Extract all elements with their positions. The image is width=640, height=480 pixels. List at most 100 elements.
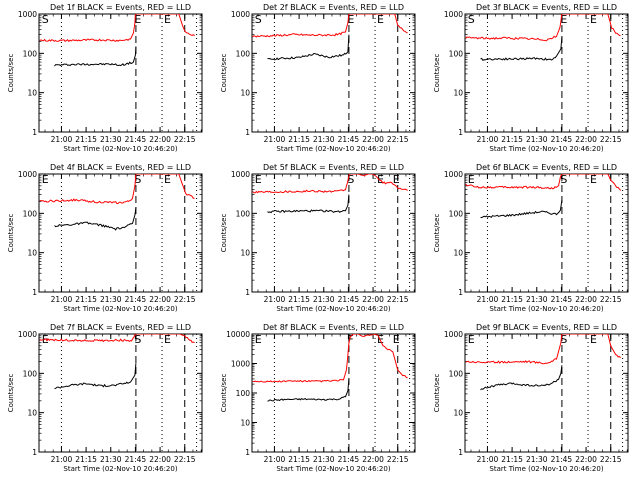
y-axis-label: Counts/sec <box>220 374 228 413</box>
events-series-line <box>267 194 350 214</box>
time-marker-label: E <box>590 173 597 186</box>
x-tick-label: 21:45 <box>551 295 573 304</box>
detector-panel: Det 3f BLACK = Events, RED = LLD 1 10 100 10… <box>433 3 629 153</box>
y-axis-label: Counts/sec <box>433 374 441 413</box>
y-tick-label: 1 <box>245 448 250 457</box>
x-tick-label: 21:45 <box>338 455 360 464</box>
lld-series-line <box>39 174 195 205</box>
y-tick-label: 1000 <box>231 360 250 369</box>
y-tick-label: 10 <box>453 409 463 418</box>
plot-frame <box>251 333 416 453</box>
x-tick-label: 22:15 <box>387 135 409 144</box>
x-tick-label: 21:00 <box>264 455 286 464</box>
x-tick-label: 22:15 <box>387 455 409 464</box>
x-tick-label: 22:00 <box>362 455 384 464</box>
time-marker-label: E <box>255 333 262 346</box>
x-tick-label: 22:15 <box>174 455 196 464</box>
x-tick-label: 22:00 <box>575 455 597 464</box>
x-tick-label: 21:30 <box>100 135 122 144</box>
y-tick-label: 1 <box>32 288 37 297</box>
lld-series-line <box>465 174 621 191</box>
y-tick-label: 10 <box>453 249 463 258</box>
y-tick-label: 1000 <box>444 10 463 19</box>
time-marker-label: E <box>164 333 171 346</box>
x-tick-label: 21:00 <box>477 455 499 464</box>
x-tick-label: 21:00 <box>477 135 499 144</box>
y-tick-label: 1 <box>32 448 37 457</box>
detector-panel: Det 2f BLACK = Events, RED = LLD 1 10 100 10… <box>220 3 416 153</box>
time-marker-label: E <box>377 13 384 26</box>
y-tick-label: 10 <box>453 89 463 98</box>
panel-title: Det 5f BLACK = Events, RED = LLD <box>263 163 404 172</box>
y-tick-label: 1000 <box>18 170 37 179</box>
lld-series-line <box>465 334 621 365</box>
y-tick-label: 1000 <box>18 330 37 339</box>
y-tick-label: 1000 <box>231 170 250 179</box>
x-tick-label: 21:00 <box>51 295 73 304</box>
x-tick-label: 21:00 <box>264 135 286 144</box>
time-marker-label: F <box>347 333 353 346</box>
y-tick-label: 1 <box>458 128 463 137</box>
x-tick-label: 21:45 <box>125 135 147 144</box>
events-series-line <box>54 46 137 67</box>
y-tick-label: 10 <box>240 89 250 98</box>
time-marker-label: E <box>347 13 354 26</box>
x-tick-label: 22:00 <box>149 455 171 464</box>
x-tick-label: 22:15 <box>387 295 409 304</box>
panel-title: Det 7f BLACK = Events, RED = LLD <box>50 323 191 332</box>
x-tick-label: 21:30 <box>100 295 122 304</box>
x-tick-label: 21:15 <box>75 135 97 144</box>
time-marker-label: E <box>255 173 262 186</box>
x-tick-label: 22:00 <box>575 295 597 304</box>
x-tick-label: 21:45 <box>125 455 147 464</box>
events-series-line <box>480 36 563 61</box>
y-tick-label: 1000 <box>444 330 463 339</box>
y-tick-label: 1000 <box>444 170 463 179</box>
y-axis-label: Counts/sec <box>433 54 441 93</box>
x-tick-label: 22:15 <box>174 295 196 304</box>
x-tick-label: 21:00 <box>51 455 73 464</box>
time-marker-label: S <box>255 13 262 26</box>
x-tick-label: 21:15 <box>288 295 310 304</box>
panel-title: Det 8f BLACK = Events, RED = LLD <box>263 323 404 332</box>
y-tick-label: 1 <box>245 128 250 137</box>
lld-series-line <box>465 14 621 42</box>
lld-series-line <box>39 14 195 43</box>
lld-series-line <box>252 14 408 38</box>
x-tick-label: 21:30 <box>313 295 335 304</box>
x-tick-label: 21:45 <box>551 135 573 144</box>
x-tick-label: 21:00 <box>477 295 499 304</box>
y-axis-label: Counts/sec <box>7 374 15 413</box>
x-tick-label: 22:00 <box>149 135 171 144</box>
x-tick-label: 21:15 <box>501 295 523 304</box>
x-axis-label: Start Time (02-Nov-10 20:46:20) <box>63 145 177 153</box>
y-tick-label: 1000 <box>18 10 37 19</box>
y-tick-label: 100 <box>236 209 251 218</box>
time-marker-label: E <box>393 333 400 346</box>
detector-panel: Det 5f BLACK = Events, RED = LLD 1 10 100 10… <box>220 163 416 313</box>
x-axis-label: Start Time (02-Nov-10 20:46:20) <box>276 305 390 313</box>
x-tick-label: 21:15 <box>288 135 310 144</box>
x-tick-label: 21:00 <box>51 135 73 144</box>
x-tick-label: 22:00 <box>362 295 384 304</box>
time-marker-label: E <box>590 333 597 346</box>
x-tick-label: 21:00 <box>264 295 286 304</box>
x-tick-label: 21:15 <box>501 135 523 144</box>
x-tick-label: 21:45 <box>338 295 360 304</box>
x-tick-label: 22:15 <box>600 135 622 144</box>
x-tick-label: 21:15 <box>501 455 523 464</box>
x-tick-label: 21:30 <box>313 455 335 464</box>
plot-frame <box>251 173 416 293</box>
x-axis-label: Start Time (02-Nov-10 20:46:20) <box>489 305 603 313</box>
panel-title: Det 2f BLACK = Events, RED = LLD <box>263 3 404 12</box>
y-tick-label: 1 <box>458 288 463 297</box>
events-series-line <box>267 34 350 61</box>
x-tick-label: 22:15 <box>600 455 622 464</box>
x-tick-label: 21:45 <box>338 135 360 144</box>
x-tick-label: 21:45 <box>551 455 573 464</box>
x-tick-label: 21:30 <box>526 295 548 304</box>
y-tick-label: 100 <box>236 49 251 58</box>
x-tick-label: 22:15 <box>174 135 196 144</box>
plot-frame <box>464 13 629 133</box>
